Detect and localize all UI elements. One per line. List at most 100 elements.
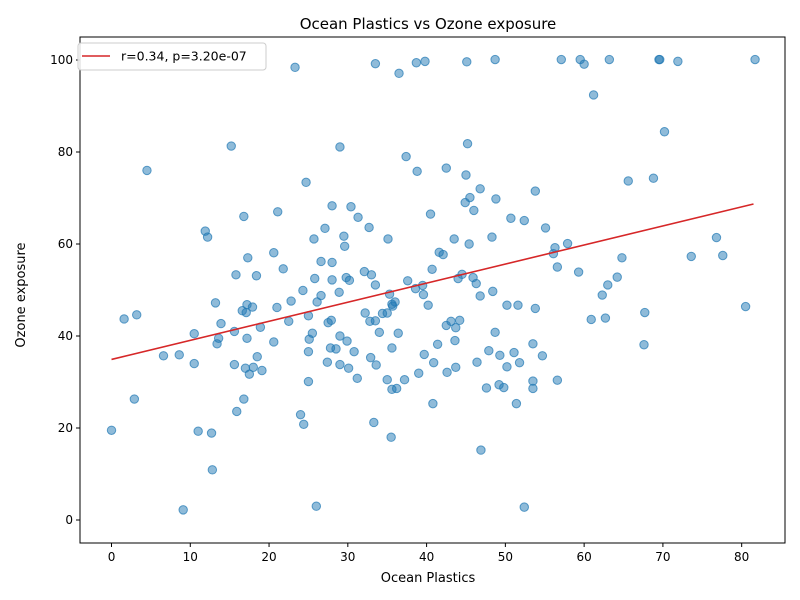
scatter-point	[316, 290, 326, 301]
scatter-point	[441, 163, 451, 173]
scatter-point	[374, 327, 385, 338]
scatter-point	[639, 340, 649, 350]
scatter-point	[648, 173, 659, 183]
scatter-point	[623, 176, 633, 186]
scatter-point	[530, 186, 540, 196]
scatter-point	[257, 365, 267, 376]
scatter-point	[464, 239, 474, 249]
scatter-point	[419, 349, 429, 360]
scatter-point	[562, 238, 573, 249]
scatter-point	[711, 232, 722, 243]
scatter-point	[207, 465, 218, 475]
scatter-point	[490, 327, 500, 338]
scatter-point	[216, 318, 226, 329]
legend-entry-label: r=0.34, p=3.20e-07	[121, 49, 247, 64]
scatter-point	[519, 215, 529, 226]
chart-title: Ocean Plastics vs Ozone exposure	[300, 15, 557, 33]
scatter-point	[309, 234, 319, 244]
scatter-point	[502, 362, 512, 372]
scatter-point	[428, 357, 439, 368]
scatter-point	[189, 358, 199, 369]
scatter-point	[252, 352, 262, 362]
scatter-point	[352, 373, 362, 384]
scatter-point	[428, 398, 438, 409]
scatter-point	[425, 209, 436, 219]
y-tick-label: 60	[58, 237, 73, 251]
y-tick-label: 20	[58, 421, 73, 435]
scatter-point	[506, 213, 516, 223]
scatter-point	[387, 343, 397, 353]
scatter-point	[383, 234, 393, 244]
x-axis-ticks: 0 10 20 30 40 50 60 70 80	[108, 543, 749, 564]
scatter-point	[528, 376, 538, 386]
scatter-point	[509, 347, 519, 358]
scatter-point	[303, 346, 314, 357]
scatter-point	[286, 296, 296, 306]
scatter-point	[303, 376, 314, 387]
scatter-point	[475, 184, 485, 194]
scatter-point	[655, 54, 665, 65]
scatter-point	[158, 351, 169, 361]
scatter-point	[370, 280, 381, 290]
legend-box	[77, 42, 267, 71]
scatter-point	[343, 363, 354, 373]
scatter-point	[420, 56, 430, 67]
scatter-point	[414, 368, 424, 378]
scatter-point	[484, 346, 494, 356]
scatter-point	[600, 313, 611, 323]
scatter-point	[499, 382, 509, 393]
scatter-point	[530, 303, 540, 314]
scatter-point	[537, 351, 548, 361]
regression-line-group	[111, 203, 754, 361]
scatter-point	[718, 250, 728, 261]
plot-frame	[79, 36, 786, 544]
scatter-point	[360, 308, 370, 318]
scatter-point	[346, 202, 356, 212]
scatter-point	[462, 139, 473, 149]
scatter-point	[540, 223, 551, 233]
scatter-point	[476, 445, 486, 455]
scatter-point	[320, 223, 330, 234]
scatter-point	[299, 419, 309, 430]
scatter-point	[465, 192, 475, 203]
scatter-point	[451, 362, 461, 372]
scatter-point	[427, 264, 437, 274]
scatter-point	[371, 360, 381, 370]
y-tick-label: 80	[58, 145, 73, 159]
scatter-point	[307, 328, 318, 338]
scatter-point	[273, 207, 283, 217]
scatter-point	[242, 333, 252, 343]
scatter-point	[365, 352, 376, 363]
x-tick-label: 60	[576, 550, 591, 564]
scatter-point	[475, 291, 485, 301]
scatter-point	[597, 290, 607, 300]
scatter-point	[402, 276, 413, 286]
scatter-point	[119, 314, 129, 324]
scatter-point	[327, 257, 337, 268]
scatter-point	[401, 151, 411, 162]
scatter-point	[232, 406, 242, 417]
scatter-point	[226, 141, 236, 151]
scatter-point	[603, 280, 613, 290]
scatter-point	[552, 262, 563, 272]
scatter-point	[686, 251, 696, 262]
scatter-point	[231, 270, 241, 280]
scatter-point	[495, 350, 505, 361]
scatter-point	[129, 394, 140, 404]
scatter-point	[364, 222, 374, 233]
scatter-point	[251, 271, 262, 281]
scatter-point	[349, 346, 359, 357]
scatter-point	[339, 241, 350, 252]
scatter-point	[278, 264, 288, 274]
x-tick-label: 0	[108, 550, 116, 564]
scatter-point	[339, 231, 349, 241]
scatter-point	[202, 232, 213, 242]
scatter-point	[423, 300, 433, 310]
y-axis-label: Ozone exposure	[14, 242, 29, 347]
scatter-point	[612, 272, 622, 282]
scatter-point	[290, 62, 300, 73]
x-tick-label: 30	[340, 550, 355, 564]
